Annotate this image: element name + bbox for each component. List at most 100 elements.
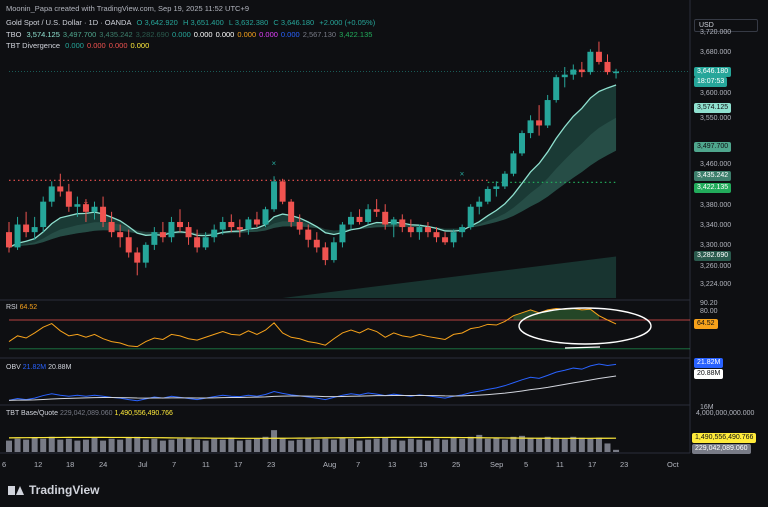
candle-body: [125, 237, 132, 253]
rsi-legend[interactable]: RSI 64.52: [6, 303, 37, 312]
rsi-line: [8, 307, 617, 348]
symbol-line: Gold Spot / U.S. Dollar · 1D · OANDA O 3…: [6, 18, 378, 27]
price-tag: 3,435.242: [694, 170, 732, 181]
base-volume-bar: [553, 437, 560, 452]
base-volume-bar: [236, 440, 243, 452]
base-volume-bar: [467, 436, 474, 452]
price-tick-label: 3,550.000: [700, 115, 732, 123]
ohlc-close: C 3,646.180: [273, 18, 315, 27]
base-volume-bar: [536, 438, 543, 452]
ohlc-high: H 3,651.400: [182, 18, 224, 27]
tbo-value: 2,567.130: [302, 30, 337, 39]
tbt-value: 0.000: [130, 41, 150, 50]
base-volume-bar: [279, 438, 286, 452]
base-volume-bar: [322, 438, 329, 452]
candle-body: [117, 232, 124, 238]
base-volume-bar: [313, 439, 320, 452]
tbt-value: 0.000: [86, 41, 106, 50]
tbo-value: 3,574.125: [26, 30, 60, 39]
tbt-value: 0.000: [65, 41, 84, 50]
candle-body: [65, 191, 72, 207]
tbo-value: 0.000: [193, 30, 213, 39]
candle-body: [194, 237, 201, 248]
candle-body: [424, 227, 431, 233]
tbt-line[interactable]: TBT Divergence 0.000 0.000 0.000 0.000: [6, 41, 152, 50]
signal-marker: ×: [289, 200, 294, 209]
candle-body: [134, 252, 141, 263]
tbt-base-value-2: 1,490,556,490.766: [114, 410, 173, 417]
base-volume-bar: [407, 438, 414, 452]
time-tick-label: 23: [267, 460, 276, 469]
base-volume-bar: [253, 438, 260, 452]
base-volume-bar: [177, 438, 183, 452]
base-volume-bar: [519, 435, 525, 452]
base-volume-bar: [604, 443, 611, 452]
time-tick-label: 18: [66, 460, 75, 469]
candle-body: [613, 71, 620, 74]
time-tick-label: Sep: [490, 460, 504, 469]
base-volume-bar: [501, 439, 508, 452]
base-volume-bar: [570, 436, 577, 452]
candle-body: [31, 227, 38, 233]
candle-body: [228, 221, 235, 228]
base-volume-bar: [65, 438, 72, 452]
base-volume-bar: [159, 440, 166, 452]
candle-body: [476, 201, 483, 207]
candle-body: [561, 74, 568, 78]
fast-ma-line: [8, 84, 617, 248]
ohlc-open: O 3,642.920: [136, 18, 178, 27]
candle-body: [373, 209, 380, 212]
obv-tick-label: 16M: [700, 403, 714, 411]
symbol-title[interactable]: Gold Spot / U.S. Dollar · 1D · OANDA: [6, 18, 132, 27]
base-volume-bar: [202, 440, 209, 452]
price-tick-label: 3,720.000: [700, 29, 732, 36]
base-volume-bar: [100, 440, 107, 452]
tbt-base-legend[interactable]: TBT Base/Quote 229,042,089.060 1,490,556…: [6, 409, 173, 418]
base-volume-bar: [348, 438, 354, 452]
candle-body: [168, 221, 175, 238]
base-volume-bar: [108, 438, 115, 452]
tbo-label: TBO: [6, 30, 22, 39]
tbt-base-value-1: 229,042,089.060: [59, 410, 113, 417]
candle-body: [519, 133, 525, 154]
candle-body: [219, 221, 226, 230]
base-volume-bar: [74, 440, 81, 452]
time-tick-label: Jul: [138, 460, 148, 469]
currency-selector[interactable]: USD: [694, 19, 758, 32]
signal-marker: ×: [272, 159, 277, 168]
candle-body: [587, 51, 594, 73]
base-volume-bar: [82, 439, 89, 452]
obv-legend[interactable]: OBV 21.82M 20.88M: [6, 363, 71, 372]
candle-body: [48, 186, 55, 202]
time-tick-label: 13: [388, 460, 397, 469]
base-volume-bar: [510, 436, 517, 452]
base-volume-bar: [561, 438, 568, 452]
candle-body: [313, 239, 320, 248]
candle-body: [467, 206, 474, 228]
base-volume-bar: [339, 437, 346, 452]
base-volume-bar: [578, 437, 585, 452]
base-volume-bar: [373, 438, 380, 452]
tbo-line[interactable]: TBO 3,574.125 3,497.700 3,435.242 3,282.690…: [6, 30, 375, 39]
base-volume-bar: [493, 437, 500, 452]
time-tick-label: 12: [34, 460, 43, 469]
base-volume-bar: [544, 436, 551, 452]
base-volume-bar: [382, 437, 389, 452]
candle-body: [544, 100, 551, 126]
candle-body: [433, 232, 440, 238]
base-volume-bar: [424, 440, 431, 452]
candle-body: [510, 153, 517, 174]
time-tick-label: 23: [620, 460, 629, 469]
candle-body: [322, 247, 329, 261]
candle-body: [348, 216, 354, 225]
hand-drawn-stroke: [564, 346, 601, 349]
base-volume-bar: [219, 439, 226, 452]
tbo-value: 0.000: [172, 30, 191, 39]
countdown-tag: 18:07:53: [694, 76, 728, 87]
base-volume-bar: [365, 439, 372, 452]
price-tick-label: 3,600.000: [700, 89, 732, 97]
time-tick-label: 6: [2, 460, 7, 469]
tradingview-logo[interactable]: TradingView: [8, 483, 99, 497]
time-tick-label: 24: [99, 460, 108, 469]
